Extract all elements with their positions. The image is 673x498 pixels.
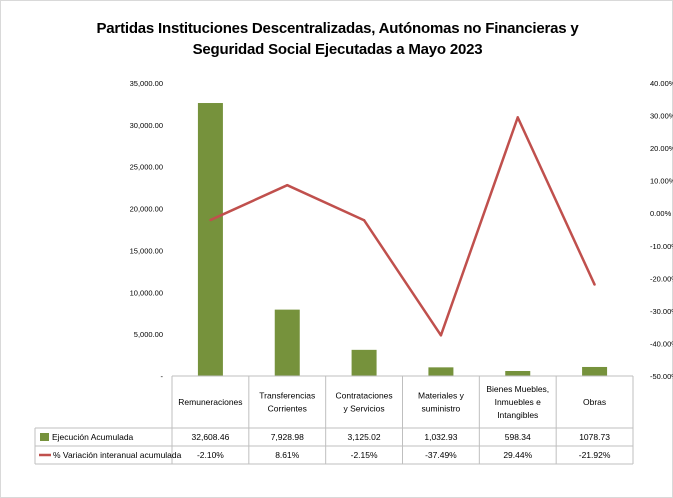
y-left-tick-label: 20,000.00 <box>130 205 163 214</box>
bar <box>274 309 300 376</box>
y-right-tick-label: 40.00% <box>650 79 673 88</box>
y-left-tick-label: 25,000.00 <box>130 163 163 172</box>
data-value: 1,032.93 <box>424 432 457 442</box>
series-line <box>209 116 596 337</box>
data-value: 7,928.98 <box>271 432 304 442</box>
y-right-tick-label: -20.00% <box>650 274 673 283</box>
y-right-tick-label: -30.00% <box>650 307 673 316</box>
category-label: Corrientes <box>268 404 307 414</box>
y-right-tick-label: 20.00% <box>650 144 673 153</box>
y-left-tick-label: 30,000.00 <box>130 121 163 130</box>
y-right-tick-label: 0.00% <box>650 209 672 218</box>
data-value: 29.44% <box>503 450 532 460</box>
y-left-tick-label: - <box>161 372 164 381</box>
category-label: Inmuebles e <box>495 397 542 407</box>
line-point <box>209 218 212 222</box>
data-value: 3,125.02 <box>348 432 381 442</box>
y-right-tick-label: -40.00% <box>650 339 673 348</box>
line-point <box>516 116 519 119</box>
bar <box>428 367 454 376</box>
legend-swatch-bar <box>40 433 49 441</box>
line-point <box>286 183 289 187</box>
data-value: -2.10% <box>197 450 224 460</box>
category-label: suministro <box>422 404 461 414</box>
line-point <box>362 219 366 222</box>
data-value: 8.61% <box>275 450 300 460</box>
data-value: 598.34 <box>505 432 531 442</box>
data-value: -37.49% <box>425 450 457 460</box>
category-label: y Servicios <box>344 404 385 414</box>
legend-label: Ejecución Acumulada <box>52 432 134 442</box>
y-right-tick-label: -50.00% <box>650 372 673 381</box>
y-right-tick-label: -10.00% <box>650 242 673 251</box>
category-label: Contrataciones <box>335 391 392 401</box>
data-value: -21.92% <box>579 450 611 460</box>
category-label: Bienes Muebles, <box>486 384 549 394</box>
bar <box>197 103 223 377</box>
chart-title: Partidas Instituciones Descentralizadas,… <box>96 20 579 58</box>
data-value: -2.15% <box>351 450 378 460</box>
legend-label: % Variación interanual acumulada <box>53 450 182 460</box>
category-label: Intangibles <box>497 410 538 420</box>
line-point <box>439 334 443 337</box>
category-label: Materiales y <box>418 391 465 401</box>
y-left-tick-label: 35,000.00 <box>130 79 163 88</box>
category-label: Obras <box>583 397 606 407</box>
line-point <box>593 283 596 286</box>
category-label: Transferencias <box>259 391 315 401</box>
bar <box>505 370 531 376</box>
y-left-tick-label: 5,000.00 <box>134 330 163 339</box>
bar <box>351 349 377 376</box>
category-label: Remuneraciones <box>178 397 242 407</box>
bar <box>582 366 608 376</box>
data-value: 32,608.46 <box>192 432 230 442</box>
y-right-tick-label: 10.00% <box>650 177 673 186</box>
data-value: 1078.73 <box>579 432 610 442</box>
y-right-tick-label: 30.00% <box>650 112 673 121</box>
y-left-tick-label: 10,000.00 <box>130 288 163 297</box>
y-left-tick-label: 15,000.00 <box>130 246 163 255</box>
